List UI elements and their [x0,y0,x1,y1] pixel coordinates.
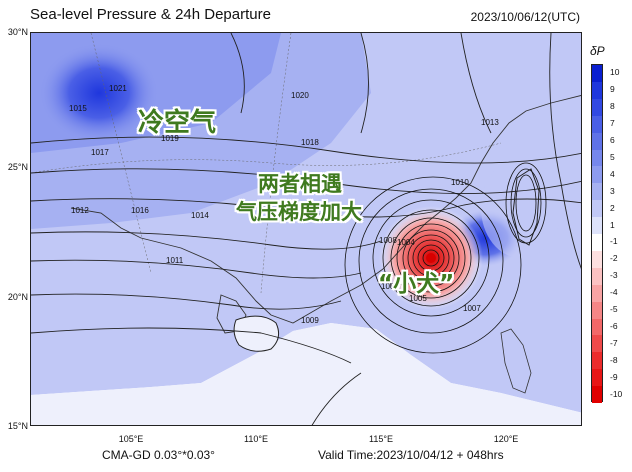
luzon-island [500,328,532,394]
cold-air-label: 冷空气 [138,108,217,138]
colorbar-segment [592,301,602,319]
meet-label: 两者相遇 [258,172,342,196]
isobars [31,33,581,425]
map-canvas: 1021 1020 1019 1018 1017 1016 1015 1014 … [31,33,581,425]
typhoon-name-label: “小犬” [378,271,455,297]
typhoon-isobars [344,176,522,354]
pressure-map: 1021 1020 1019 1018 1017 1016 1015 1014 … [30,32,582,426]
isobar-label: 1015 [69,104,87,113]
colorbar-tick-label: 2 [610,202,615,213]
colorbar-tick-label: -5 [610,304,618,315]
colorbar-segment [592,386,602,404]
colorbar-segment [592,183,602,201]
isobar-label: 1005 [409,294,427,303]
coastline [70,95,581,324]
colorbar-segment [592,352,602,370]
province-border [90,33,152,274]
typhoon-center-marker [426,253,436,263]
colorbar-tick-label: -6 [610,320,618,331]
lon-tick: 105°E [118,434,144,444]
isobar-label: 1010 [451,178,469,187]
hainan-island [233,315,280,352]
isobar-label: 1004 [397,238,415,247]
colorbar-tick-label: -2 [610,253,618,264]
valid-time-label: Valid Time:2023/10/04/12 + 048hrs [318,448,504,462]
isobar-label: 1021 [109,84,127,93]
colorbar-segment [592,81,602,100]
isobar-label: 1018 [301,138,319,147]
province-border [260,33,292,294]
colorbar-tick-label: -1 [610,236,618,247]
colorbar-tick-label: -10 [610,388,623,399]
lon-tick: 120°E [493,434,519,444]
colorbar-segment [592,65,602,83]
lon-tick: 110°E [244,434,268,444]
isobar-label: 1011 [166,256,184,265]
colorbar-segment [592,318,602,336]
taiwan-isobars [505,162,547,244]
lat-tick: 15°N [7,421,28,431]
colorbar-tick-label: 9 [610,84,615,95]
isobar-label: 1014 [191,211,209,220]
colorbar-segment [592,284,602,303]
isobar-labels: 1021 1020 1019 1018 1017 1016 1015 1014 … [69,84,499,325]
colorbar-tick-label: 8 [610,101,615,112]
colorbar-tick-label: -8 [610,354,618,365]
colorbar-segment [592,234,602,252]
near-zero-field [31,323,581,425]
isobar-label: 1020 [291,91,309,100]
isobar-label: 1008 [379,236,397,245]
lat-tick: 30°N [7,27,28,37]
isobar-label: 1013 [481,118,499,127]
colorbar-segment [592,115,602,134]
colorbar [591,64,603,404]
isobar-label: 1006 [381,282,399,291]
colorbar-tick-label: 3 [610,185,615,196]
colorbar-segment [592,200,602,218]
colorbar-title: δP [590,44,605,58]
colorbar-segment [592,132,602,150]
chart-title: Sea-level Pressure & 24h Departure [30,6,271,23]
colorbar-tick-label: 4 [610,168,615,179]
colorbar-segment [592,98,602,117]
isobar-label: 1007 [463,304,481,313]
isobar-label: 1016 [131,206,149,215]
colorbar-tick-label: -3 [610,270,618,281]
lat-tick: 20°N [7,292,28,302]
colorbar-tick-label: -4 [610,287,618,298]
colorbar-segment [592,335,602,353]
colorbar-tick-label: 6 [610,135,615,146]
model-resolution-label: CMA-GD 0.03°*0.03° [102,448,215,462]
isobar-label: 1009 [301,316,319,325]
gradient-label: 气压梯度加大 [236,200,362,224]
taiwan-island [512,168,540,246]
taiwan-positive-zone [481,158,561,258]
cold-air-core [39,43,159,143]
colorbar-tick-label: 7 [610,118,615,129]
colorbar-segment [592,166,602,184]
colorbar-tick-label: -9 [610,371,618,382]
colorbar-segment [592,250,602,269]
isobar-label: 1019 [161,134,179,143]
colorbar-segment [592,369,602,387]
isobar-label: 1012 [71,206,89,215]
datetime-label: 2023/10/06/12(UTC) [470,10,580,24]
colorbar-segment [592,267,602,286]
colorbar-segment [592,217,602,235]
lon-tick: 115°E [369,434,393,444]
colorbar-tick-label: 1 [610,219,615,230]
isobar-label: 1017 [91,148,109,157]
colorbar-tick-label: -7 [610,337,618,348]
colorbar-tick-label: 5 [610,151,615,162]
colorbar-tick-label: 10 [610,67,620,78]
province-border [31,142,502,174]
colorbar-segment [592,149,602,167]
lat-tick: 25°N [7,162,28,172]
